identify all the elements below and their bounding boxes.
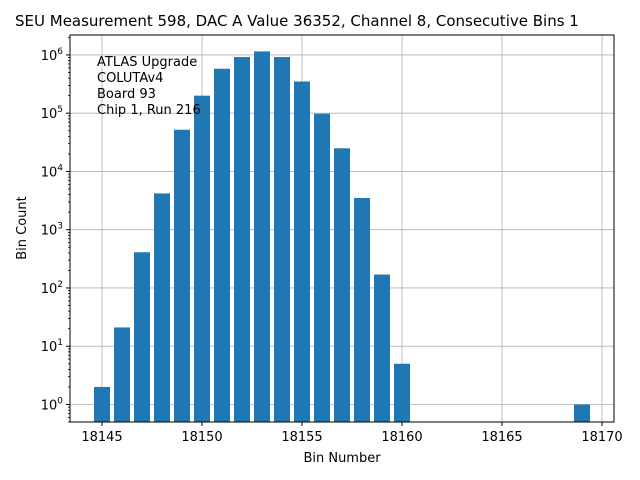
annotation-line: ATLAS Upgrade <box>97 55 197 70</box>
y-axis-label: Bin Count <box>15 196 30 260</box>
y-tick-label: 104 <box>41 163 64 180</box>
bar <box>274 57 290 423</box>
bar <box>114 327 130 422</box>
y-tick-label: 103 <box>41 222 63 239</box>
y-tick-label: 100 <box>41 396 64 413</box>
bar <box>574 404 590 422</box>
x-tick-label: 18145 <box>81 430 122 445</box>
y-tick-label: 106 <box>41 47 64 64</box>
plot-frame <box>69 34 615 423</box>
x-tick-label: 18165 <box>481 430 522 445</box>
x-tick-label: 18160 <box>381 430 422 445</box>
x-axis-ticks: 18145 18150 18155 18160 18165 18170 <box>81 422 623 445</box>
annotation-line: Board 93 <box>97 87 156 102</box>
bar <box>374 274 390 422</box>
bar <box>234 57 250 423</box>
bar <box>314 113 330 422</box>
bar <box>134 252 150 422</box>
x-axis-label: Bin Number <box>303 451 381 466</box>
bar <box>154 193 170 422</box>
bar <box>254 51 270 422</box>
annotation-line: COLUTAv4 <box>97 71 163 86</box>
bars <box>94 51 590 423</box>
chart-title: SEU Measurement 598, DAC A Value 36352, … <box>15 12 579 30</box>
x-tick-label: 18170 <box>581 430 622 445</box>
bar <box>334 148 350 422</box>
bar <box>94 386 110 422</box>
y-tick-label: 101 <box>41 338 63 355</box>
bar <box>194 95 210 422</box>
y-axis-ticks: 100 101 102 103 104 105 106 <box>41 37 70 423</box>
bar <box>174 129 190 423</box>
bar <box>294 81 310 423</box>
x-tick-label: 18150 <box>181 430 222 445</box>
y-tick-label: 105 <box>41 105 63 122</box>
x-tick-label: 18155 <box>281 430 322 445</box>
bar <box>214 68 230 422</box>
y-tick-label: 102 <box>41 280 63 297</box>
bar <box>354 198 370 422</box>
bar <box>394 363 410 422</box>
annotation-line: Chip 1, Run 216 <box>97 103 201 118</box>
